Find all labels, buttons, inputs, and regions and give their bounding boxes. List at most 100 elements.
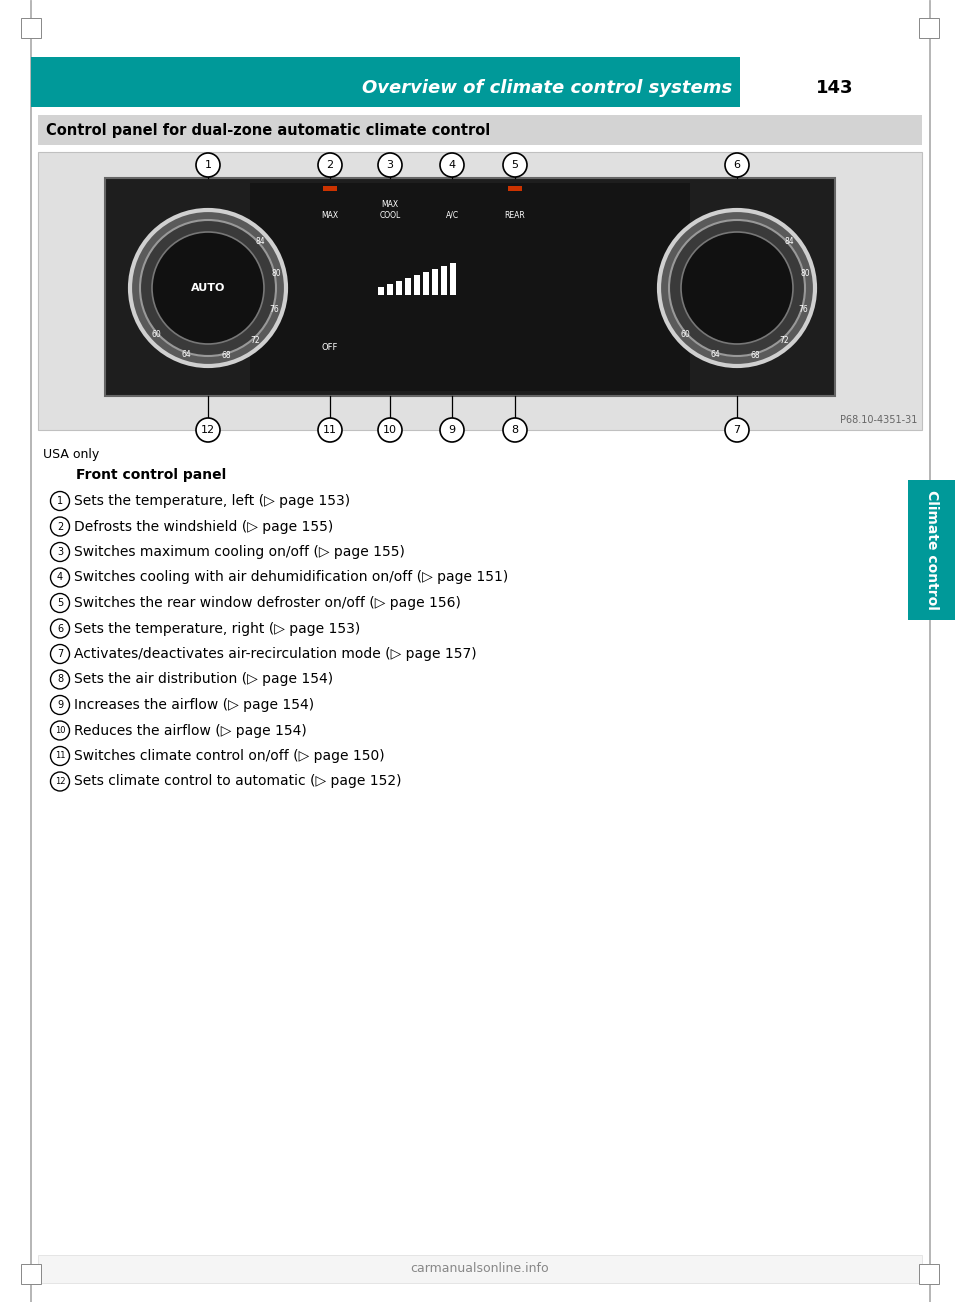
Text: 80: 80 xyxy=(801,270,810,277)
Circle shape xyxy=(725,154,749,177)
Text: 60: 60 xyxy=(151,331,161,340)
Text: Overview of climate control systems: Overview of climate control systems xyxy=(362,79,732,98)
Text: 64: 64 xyxy=(710,350,720,359)
Text: MAX
COOL: MAX COOL xyxy=(379,201,400,220)
Text: Increases the airflow (▷ page 154): Increases the airflow (▷ page 154) xyxy=(74,698,314,712)
Text: Switches the rear window defroster on/off (▷ page 156): Switches the rear window defroster on/of… xyxy=(74,596,461,611)
Text: 64: 64 xyxy=(181,350,191,359)
Text: 2: 2 xyxy=(57,522,63,531)
Text: USA only: USA only xyxy=(43,448,99,461)
Circle shape xyxy=(681,232,793,344)
Text: 143: 143 xyxy=(816,79,853,98)
Text: 5: 5 xyxy=(57,598,63,608)
Circle shape xyxy=(503,418,527,441)
Circle shape xyxy=(140,220,276,355)
Text: 3: 3 xyxy=(387,160,394,171)
Text: 1: 1 xyxy=(204,160,211,171)
Circle shape xyxy=(51,695,69,715)
Text: 1: 1 xyxy=(57,496,63,506)
Circle shape xyxy=(440,418,464,441)
Bar xyxy=(21,1264,41,1284)
Bar xyxy=(508,186,522,191)
Text: 10: 10 xyxy=(55,727,65,736)
Text: Sets the air distribution (▷ page 154): Sets the air distribution (▷ page 154) xyxy=(74,673,333,686)
Text: 4: 4 xyxy=(448,160,456,171)
Text: Front control panel: Front control panel xyxy=(76,467,227,482)
Circle shape xyxy=(51,644,69,664)
Text: 72: 72 xyxy=(250,336,259,345)
Bar xyxy=(908,480,955,620)
Circle shape xyxy=(669,220,805,355)
Text: MAX: MAX xyxy=(322,211,339,220)
Bar xyxy=(38,152,922,430)
Text: REAR: REAR xyxy=(505,211,525,220)
Text: P68.10-4351-31: P68.10-4351-31 xyxy=(840,415,917,424)
Text: 8: 8 xyxy=(512,424,518,435)
Text: Climate control: Climate control xyxy=(924,490,939,609)
Bar xyxy=(250,184,690,391)
Text: 60: 60 xyxy=(680,331,690,340)
Bar xyxy=(441,266,447,296)
Text: AUTO: AUTO xyxy=(191,283,226,293)
Text: 6: 6 xyxy=(733,160,740,171)
Text: 12: 12 xyxy=(55,777,65,786)
Bar xyxy=(432,270,438,296)
Text: OFF: OFF xyxy=(322,344,338,353)
Text: Sets the temperature, right (▷ page 153): Sets the temperature, right (▷ page 153) xyxy=(74,621,360,635)
Circle shape xyxy=(51,491,69,510)
Text: 10: 10 xyxy=(383,424,397,435)
Text: Control panel for dual-zone automatic climate control: Control panel for dual-zone automatic cl… xyxy=(46,122,491,138)
Bar xyxy=(919,1264,939,1284)
Circle shape xyxy=(152,232,264,344)
Circle shape xyxy=(318,418,342,441)
Text: Reduces the airflow (▷ page 154): Reduces the airflow (▷ page 154) xyxy=(74,724,307,737)
Bar xyxy=(423,272,429,296)
Circle shape xyxy=(51,568,69,587)
Text: 9: 9 xyxy=(448,424,456,435)
Text: 3: 3 xyxy=(57,547,63,557)
Text: Activates/deactivates air-recirculation mode (▷ page 157): Activates/deactivates air-recirculation … xyxy=(74,647,476,661)
Bar xyxy=(405,279,411,296)
Text: Sets climate control to automatic (▷ page 152): Sets climate control to automatic (▷ pag… xyxy=(74,775,401,789)
Circle shape xyxy=(503,154,527,177)
Text: Switches climate control on/off (▷ page 150): Switches climate control on/off (▷ page … xyxy=(74,749,385,763)
Bar xyxy=(323,186,337,191)
Text: 7: 7 xyxy=(57,648,63,659)
Text: 7: 7 xyxy=(733,424,740,435)
Text: 8: 8 xyxy=(57,674,63,685)
Text: 80: 80 xyxy=(272,270,281,277)
Bar xyxy=(919,18,939,38)
Circle shape xyxy=(51,746,69,766)
Circle shape xyxy=(51,772,69,792)
Bar xyxy=(387,284,393,296)
Bar xyxy=(740,57,929,107)
Text: 72: 72 xyxy=(779,336,789,345)
Text: 2: 2 xyxy=(326,160,333,171)
Bar xyxy=(38,115,922,145)
Bar xyxy=(450,263,456,296)
Circle shape xyxy=(130,210,286,366)
Text: 68: 68 xyxy=(222,352,231,361)
Circle shape xyxy=(51,517,69,536)
Bar xyxy=(38,1255,922,1282)
Text: 84: 84 xyxy=(255,237,265,246)
Circle shape xyxy=(196,154,220,177)
Text: 68: 68 xyxy=(751,352,760,361)
Text: 11: 11 xyxy=(55,751,65,760)
Circle shape xyxy=(51,618,69,638)
Bar xyxy=(105,178,835,396)
Circle shape xyxy=(659,210,815,366)
Circle shape xyxy=(378,418,402,441)
Circle shape xyxy=(440,154,464,177)
Circle shape xyxy=(51,594,69,612)
Text: 5: 5 xyxy=(512,160,518,171)
Circle shape xyxy=(51,721,69,740)
Circle shape xyxy=(51,671,69,689)
Circle shape xyxy=(725,418,749,441)
Bar xyxy=(378,286,384,296)
Bar xyxy=(396,281,402,296)
Bar xyxy=(31,57,929,107)
Text: 6: 6 xyxy=(57,624,63,634)
Circle shape xyxy=(51,543,69,561)
Bar xyxy=(21,18,41,38)
